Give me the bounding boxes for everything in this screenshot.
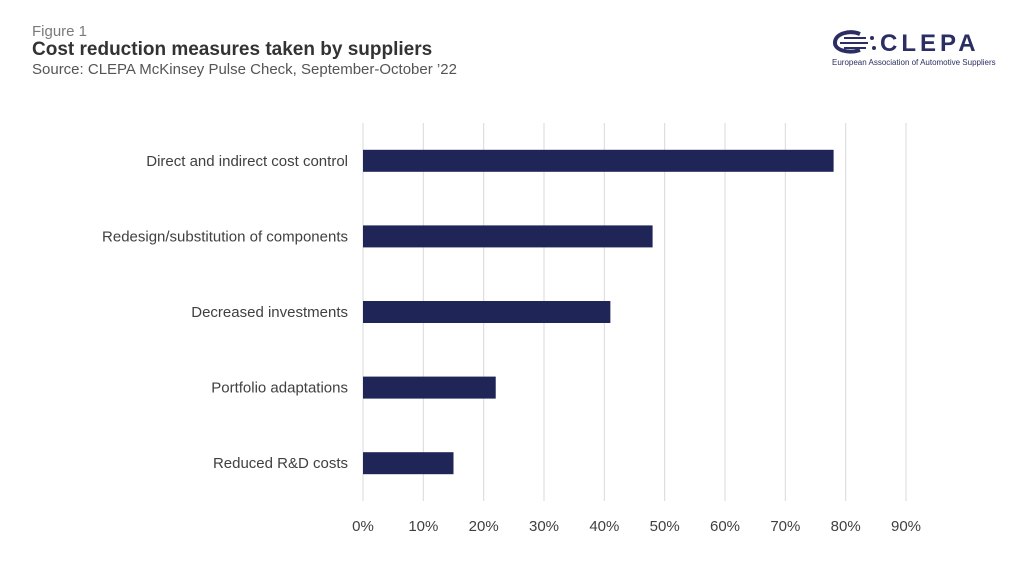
- chart-title: Cost reduction measures taken by supplie…: [32, 39, 433, 60]
- x-tick-label: 40%: [589, 518, 619, 535]
- chart-subtitle: Source: CLEPA McKinsey Pulse Check, Sept…: [32, 61, 457, 78]
- x-tick-label: 50%: [650, 518, 680, 535]
- clepa-tagline: European Association of Automotive Suppl…: [832, 58, 996, 67]
- clepa-logo: CLEPA European Association of Automotive…: [830, 28, 996, 72]
- bar: [363, 225, 653, 248]
- x-tick-label: 70%: [770, 518, 800, 535]
- x-tick-label: 0%: [352, 518, 374, 535]
- category-label: Direct and indirect cost control: [146, 153, 348, 170]
- x-tick-label: 10%: [408, 518, 438, 535]
- category-label: Portfolio adaptations: [211, 380, 348, 397]
- bar: [363, 301, 611, 323]
- clepa-logo-mark-icon: [833, 30, 876, 54]
- bar: [363, 149, 834, 172]
- x-tick-label: 80%: [831, 518, 861, 535]
- bar: [363, 452, 454, 475]
- bar: [363, 376, 496, 399]
- x-tick-label: 90%: [891, 518, 921, 535]
- figure-label: Figure 1: [32, 23, 88, 40]
- x-tick-label: 30%: [529, 518, 559, 535]
- x-tick-label: 20%: [469, 518, 499, 535]
- clepa-wordmark: CLEPA: [880, 30, 980, 57]
- category-label: Redesign/substitution of components: [102, 228, 348, 245]
- x-tick-label: 60%: [710, 518, 740, 535]
- category-label: Reduced R&D costs: [213, 455, 348, 472]
- category-label: Decreased investments: [191, 304, 348, 321]
